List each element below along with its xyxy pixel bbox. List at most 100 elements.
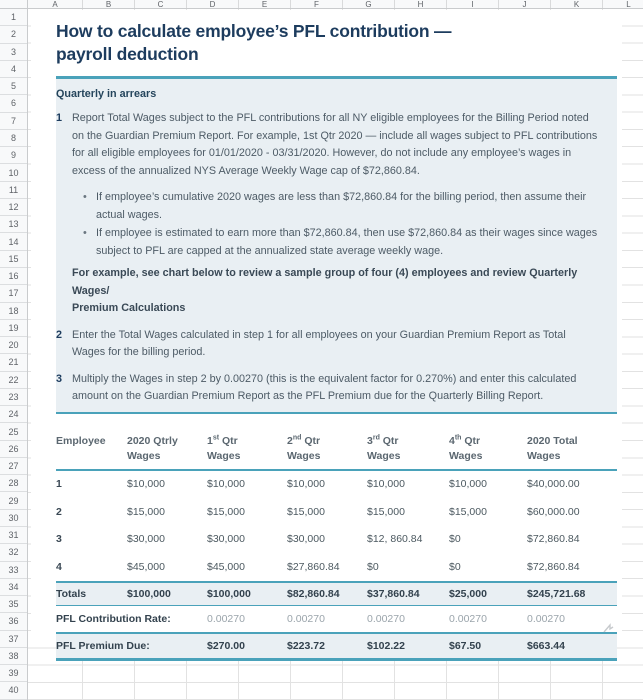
column-header-I[interactable]: I [447,0,499,8]
row-header-29[interactable]: 29 [0,492,27,510]
row-header-6[interactable]: 6 [0,95,27,113]
row-header-11[interactable]: 11 [0,182,27,199]
row-header-39[interactable]: 39 [0,665,27,683]
row-header-22[interactable]: 22 [0,372,27,389]
step-number: 2 [56,328,63,341]
employee-id-cell: 2 [56,505,62,518]
wages-premium-table: Employee 2020 Qtrly Wages 1st Qtr Wages 2nd Q… [56,433,617,661]
column-header-C[interactable]: C [135,0,187,8]
pfl-contribution-rate-row: PFL Contribution Rate: 0.00270 0.00270 0.00… [56,605,617,634]
totals-value: $25,000 [449,580,527,606]
wage-cell: $72,860.84 [527,560,580,573]
bullet-list: • If employee’s cumulative 2020 wages ar… [56,189,599,260]
row-header-4[interactable]: 4 [0,61,27,79]
table-column-header: 2nd Qtr Wages [287,433,367,471]
table-column-header: 2020 Total Wages [527,433,617,471]
wage-cell: $15,000 [367,505,405,518]
wage-cell: $30,000 [287,533,325,546]
totals-label: Totals [56,580,127,606]
row-header-15[interactable]: 15 [0,251,27,268]
wage-cell: $15,000 [127,505,165,518]
row-header-20[interactable]: 20 [0,337,27,355]
premium-label: PFL Premium Due: [56,632,207,661]
table-column-header: 3rd Qtr Wages [367,433,449,471]
step-text: Enter the Total Wages calculated in step… [72,328,566,359]
row-header-5[interactable]: 5 [0,78,27,96]
row-header-1[interactable]: 1 [0,9,27,27]
row-header-17[interactable]: 17 [0,285,27,303]
wage-cell: $45,000 [127,560,165,573]
table-header-row: Employee 2020 Qtrly Wages 1st Qtr Wages 2nd Q… [56,433,617,471]
panel-bottom-rule [56,411,617,414]
pfl-document-image[interactable]: How to calculate employee’s PFL contribu… [31,10,622,661]
row-header-8[interactable]: 8 [0,130,27,148]
step-text: Multiply the Wages in step 2 by 0.00270 … [72,372,577,403]
row-header-23[interactable]: 23 [0,389,27,407]
premium-value: $663.44 [527,632,617,661]
row-header-19[interactable]: 19 [0,320,27,338]
row-header-12[interactable]: 12 [0,199,27,217]
row-header-21[interactable]: 21 [0,354,27,372]
premium-value: $223.72 [287,632,367,661]
wage-cell: $60,000.00 [527,505,580,518]
row-header-36[interactable]: 36 [0,613,27,631]
column-header-A[interactable]: A [28,0,83,8]
row-header-16[interactable]: 16 [0,268,27,286]
column-header-K[interactable]: K [551,0,603,8]
employee-id-cell: 4 [56,560,62,573]
step-number: 3 [56,372,63,385]
column-header-E[interactable]: E [239,0,291,8]
row-header-7[interactable]: 7 [0,113,27,130]
column-header-G[interactable]: G [343,0,395,8]
row-header-40[interactable]: 40 [0,682,27,700]
row-header-18[interactable]: 18 [0,303,27,320]
row-header-3[interactable]: 3 [0,44,27,61]
row-header-34[interactable]: 34 [0,579,27,597]
wage-cell: $15,000 [287,505,325,518]
table-row: 3 $30,000 $30,000 $30,000 $12, 860.84 $0 $72,8… [56,526,617,554]
column-header-L[interactable]: L [603,0,643,8]
row-header-37[interactable]: 37 [0,631,27,648]
table-column-header: 1st Qtr Wages [207,433,287,471]
bullet-item: • If employee is estimated to earn more … [56,225,599,260]
row-header-33[interactable]: 33 [0,562,27,579]
totals-value: $37,860.84 [367,580,449,606]
row-header-10[interactable]: 10 [0,164,27,182]
column-header-F[interactable]: F [291,0,343,8]
row-header-32[interactable]: 32 [0,544,27,562]
row-header-31[interactable]: 31 [0,527,27,545]
row-header-27[interactable]: 27 [0,458,27,476]
column-header-J[interactable]: J [499,0,551,8]
row-header-2[interactable]: 2 [0,26,27,44]
rate-value: 0.00270 [207,605,287,634]
row-header-26[interactable]: 26 [0,441,27,458]
row-header-38[interactable]: 38 [0,648,27,666]
wage-cell: $10,000 [287,478,325,491]
row-header-35[interactable]: 35 [0,596,27,614]
column-header-D[interactable]: D [187,0,239,8]
sheet-corner-box[interactable] [0,0,28,9]
rate-value: 0.00270 [367,605,449,634]
row-header-28[interactable]: 28 [0,475,27,493]
row-header-30[interactable]: 30 [0,510,27,527]
premium-value: $102.22 [367,632,449,661]
table-row: 1 $10,000 $10,000 $10,000 $10,000 $10,000 $40,… [56,470,617,499]
wage-cell: $40,000.00 [527,478,580,491]
row-header-13[interactable]: 13 [0,216,27,234]
row-header-24[interactable]: 24 [0,406,27,424]
row-header-25[interactable]: 25 [0,423,27,441]
bullet-item: • If employee’s cumulative 2020 wages ar… [56,189,599,224]
bullet-text: If employee’s cumulative 2020 wages are … [96,191,587,221]
row-header-9[interactable]: 9 [0,147,27,165]
totals-value: $82,860.84 [287,580,367,606]
mouse-cursor-icon [603,623,614,633]
column-header-H[interactable]: H [395,0,447,8]
row-header-14[interactable]: 14 [0,233,27,251]
doc-title: How to calculate employee’s PFL contribu… [56,21,452,64]
wage-cell: $30,000 [207,533,245,546]
wage-cell: $0 [449,560,461,573]
column-header-B[interactable]: B [83,0,135,8]
wage-cell: $15,000 [449,505,487,518]
bullet-icon: • [83,227,87,239]
